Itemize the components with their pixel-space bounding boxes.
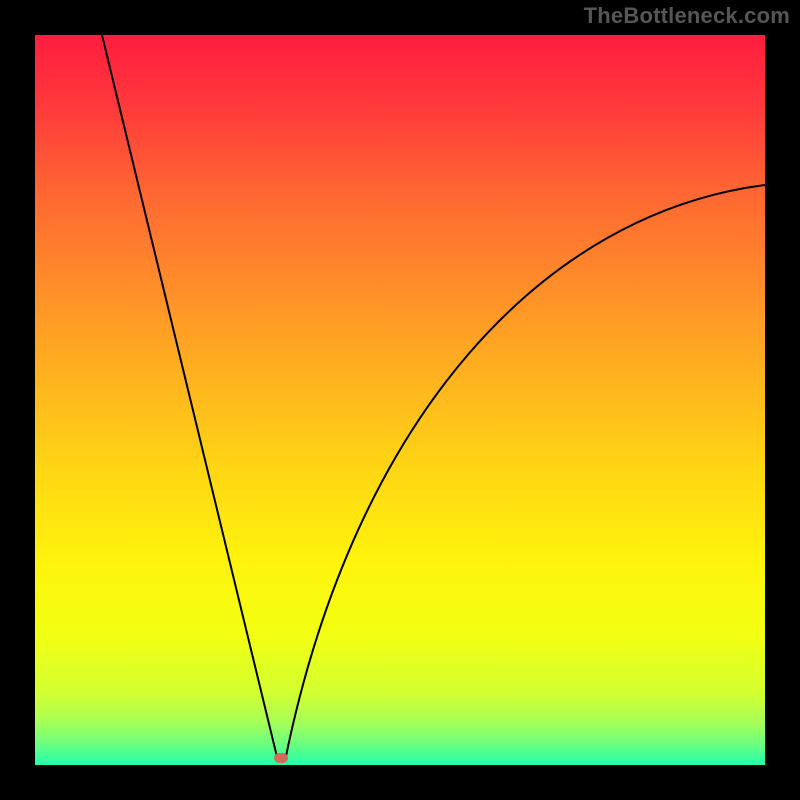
watermark: TheBottleneck.com [584, 3, 790, 29]
chart-frame: TheBottleneck.com [0, 0, 800, 800]
plot-area [35, 35, 765, 765]
bottleneck-curve [35, 35, 765, 765]
optimum-marker [274, 753, 288, 763]
